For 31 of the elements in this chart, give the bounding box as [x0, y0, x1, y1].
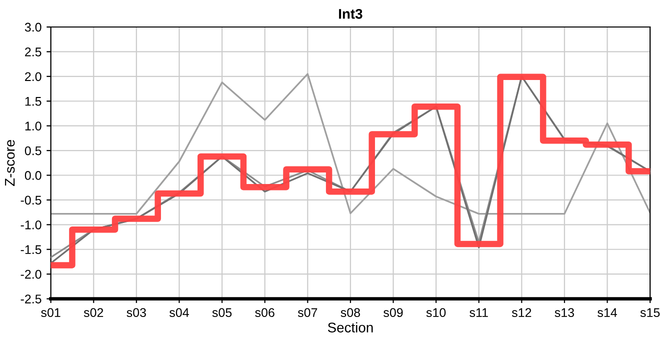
y-tick-label: 1.5 — [25, 97, 42, 106]
y-tick-label: 1.0 — [25, 122, 42, 130]
x-tick-label: s01 — [41, 308, 60, 318]
x-tick-label: s10 — [426, 308, 446, 318]
line-series — [50, 73, 650, 215]
x-tick-label: s14 — [598, 308, 618, 318]
y-tick-label: -2.5 — [20, 294, 42, 304]
x-tick-label: s13 — [554, 308, 574, 318]
x-tick-label: s15 — [640, 308, 660, 318]
x-tick-label: s04 — [170, 308, 189, 318]
x-tick-label: s02 — [84, 308, 104, 318]
x-tick-label: s05 — [212, 308, 232, 318]
x-tick-label: s06 — [255, 308, 274, 318]
y-tick-label: 3.0 — [24, 22, 42, 32]
y-tick-label: 0.5 — [24, 146, 42, 156]
y-tick-label: 2.0 — [25, 72, 42, 82]
y-axis-title: Z-score — [5, 140, 15, 186]
y-tick-label: 2.5 — [25, 48, 42, 56]
chart-title: Int3 — [339, 8, 362, 19]
x-tick-label: s12 — [512, 308, 532, 318]
x-tick-label: s03 — [126, 308, 146, 318]
y-tick-label: -2.0 — [20, 270, 42, 279]
y-tick-label: -0.5 — [20, 196, 42, 205]
y-tick-label: -1.0 — [20, 220, 42, 230]
x-tick-label: s11 — [470, 308, 488, 318]
y-tick-label: -1.5 — [20, 245, 42, 254]
x-axis-title: Section — [328, 322, 373, 332]
x-tick-label: s08 — [340, 308, 360, 318]
x-tick-label: s09 — [384, 308, 403, 318]
y-tick-label: 0.0 — [24, 171, 42, 180]
x-tick-label: s07 — [298, 308, 318, 318]
